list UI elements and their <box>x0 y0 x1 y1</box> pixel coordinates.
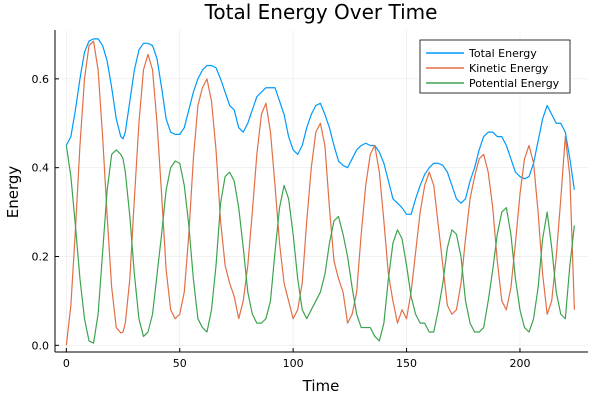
legend-label-kinetic-energy: Kinetic Energy <box>469 62 549 75</box>
legend-label-total-energy: Total Energy <box>468 47 537 60</box>
x-tick-label: 0 <box>63 357 70 370</box>
chart-title: Total Energy Over Time <box>204 0 438 24</box>
x-ticks: 0 50 100 150 200 <box>63 348 530 370</box>
y-tick-label: 0.4 <box>32 162 50 175</box>
series-line-total-energy <box>65 38 575 215</box>
y-ticks: 0.0 0.2 0.4 0.6 <box>32 73 59 352</box>
x-axis-label: Time <box>302 377 340 395</box>
x-tick-label: 150 <box>396 357 417 370</box>
series-line-potential-energy <box>65 145 575 344</box>
y-tick-label: 0.6 <box>32 73 50 86</box>
series-layer <box>65 38 575 346</box>
x-tick-label: 200 <box>509 357 530 370</box>
x-tick-label: 50 <box>173 357 187 370</box>
legend: Total Energy Kinetic Energy Potential Ener… <box>419 39 571 94</box>
axes <box>54 30 588 353</box>
y-tick-label: 0.0 <box>32 339 50 352</box>
y-axis-label: Energy <box>4 166 22 219</box>
legend-label-potential-energy: Potential Energy <box>469 77 560 90</box>
legend-box <box>419 39 571 94</box>
series-line-kinetic-energy <box>65 40 575 346</box>
x-tick-label: 100 <box>283 357 304 370</box>
y-tick-label: 0.2 <box>32 251 50 264</box>
